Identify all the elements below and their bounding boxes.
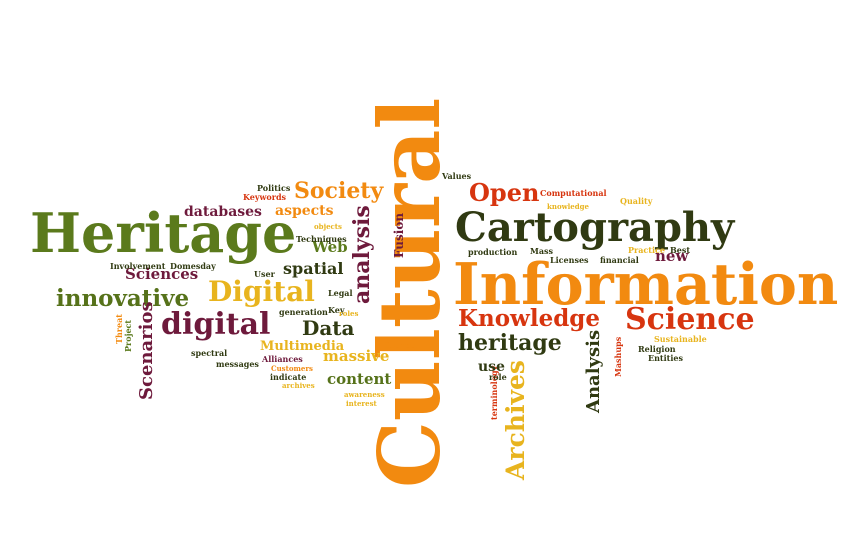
word-digital-upper: Digital [208,275,315,308]
word-mass: Mass [530,246,554,256]
word-heritage-large: Heritage [30,201,297,265]
word-cultural: Cultural [360,97,459,488]
word-financial: financial [600,255,639,265]
word-legal: Legal [328,288,353,298]
word-objects: objects [314,222,342,231]
word-data: Data [302,316,355,340]
word-licenses: Licenses [550,255,589,265]
word-role: role [489,372,507,382]
word-aspects: aspects [275,203,334,219]
word-fusion-vertical: Fusion [392,212,406,258]
word-awareness: awareness [344,390,385,399]
word-massive: massive [323,347,390,365]
word-sources: Sources [384,340,420,350]
word-archives-small: archives [282,381,315,390]
word-information: Information [453,251,839,318]
word-cartography: Cartography [455,204,735,251]
word-innovative: innovative [56,285,190,312]
word-open: Open [469,178,540,207]
word-quality: Quality [620,196,653,206]
word-spectral: spectral [191,348,228,358]
word-content: content [327,370,392,388]
word-use: use [478,359,505,375]
word-knowledge-large: Knowledge [458,305,601,332]
word-multimedia: Multimedia [260,339,345,354]
word-databases: databases [184,204,262,220]
word-best: Best [670,245,691,255]
word-entities: Entities [648,353,683,363]
word-web: Web [312,238,348,256]
word-messages: messages [216,359,259,369]
word-practice: Practice [628,245,665,255]
word-indicate: indicate [270,372,307,382]
word-analysis-cap-vertical: Analysis [583,329,604,413]
word-roles: roles [339,309,359,318]
word-involvement: Involvement [110,261,166,271]
word-sciences: Sciences [125,265,199,283]
word-new: new [655,247,689,265]
word-analysis-vertical: analysis [349,205,375,304]
word-computational: Computational [540,188,607,198]
word-techniques: Techniques [296,234,347,244]
word-knowledge-small: knowledge [547,202,589,211]
word-threat-vertical: Threat [114,314,124,344]
word-project-vertical: Project [123,319,133,352]
word-religion: Religion [638,344,676,354]
word-society: Society [294,178,384,204]
word-archives-vertical: Archives [501,360,530,480]
word-production: production [468,247,518,257]
word-user: User [254,269,275,279]
word-domesday: Domesday [170,261,216,271]
word-values: Values [442,171,472,181]
word-heritage-small: heritage [458,330,562,356]
word-sustainable: Sustainable [654,334,707,344]
word-scenarios-vertical: Scenarios [136,301,157,400]
word-alliances: Alliances [262,354,303,364]
word-key: Key [328,305,345,315]
word-interest: interest [346,399,377,408]
word-keywords: Keywords [243,192,287,202]
word-science: Science [625,302,755,337]
word-spatial: spatial [283,259,344,278]
word-politics: Politics [257,183,291,193]
word-digital-lower: digital [161,307,271,342]
word-mashups-vertical: Mashups [613,336,623,377]
word-generation: generation [279,307,328,317]
word-customers: Customers [271,364,313,373]
